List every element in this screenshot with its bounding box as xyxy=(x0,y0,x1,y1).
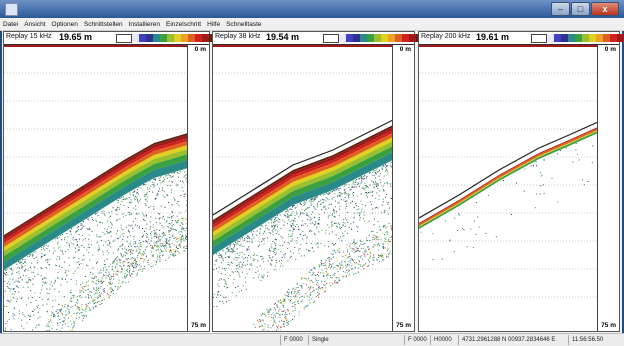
echogram-canvas xyxy=(4,45,188,331)
echogram-canvas xyxy=(213,45,393,331)
color-swatch xyxy=(596,34,603,42)
color-threshold-box xyxy=(531,34,547,43)
depth-readout: 19.61 m xyxy=(476,32,509,42)
depth-scale-bottom: 75 m xyxy=(191,322,206,329)
color-swatch xyxy=(174,34,181,42)
color-swatch xyxy=(402,34,409,42)
depth-scale: 0 m 75 m xyxy=(597,45,619,331)
color-swatch xyxy=(167,34,174,42)
depth-scale: 0 m 75 m xyxy=(187,45,209,331)
color-swatch xyxy=(153,34,160,42)
menu-hilfe[interactable]: Hilfe xyxy=(204,21,223,28)
color-scale xyxy=(547,34,624,42)
echogram-panel-200khz[interactable]: Replay 200 kHz 19.61 m 0 m 75 m xyxy=(418,31,620,332)
menu-schnittstellen[interactable]: Schnittstellen xyxy=(81,21,126,28)
status-mode: Single xyxy=(308,335,329,345)
depth-scale-bottom: 75 m xyxy=(396,322,411,329)
menu-schnelltaste[interactable]: Schnelltaste xyxy=(223,21,264,28)
frequency-label: Replay 38 kHz xyxy=(215,33,261,40)
echogram-panel-15khz[interactable]: Replay 15 kHz 19.65 m 0 m 75 m xyxy=(3,31,210,332)
color-swatch xyxy=(132,34,139,42)
depth-readout: 19.65 m xyxy=(59,32,92,42)
color-swatch xyxy=(568,34,575,42)
color-swatch xyxy=(388,34,395,42)
color-swatch xyxy=(339,34,346,42)
color-swatch xyxy=(582,34,589,42)
close-button[interactable]: x xyxy=(591,2,619,16)
status-field-2: F 0000 xyxy=(404,335,427,345)
color-swatch xyxy=(547,34,554,42)
frequency-label: Replay 15 kHz xyxy=(6,33,52,40)
color-swatch xyxy=(589,34,596,42)
color-swatch xyxy=(575,34,582,42)
color-swatch xyxy=(367,34,374,42)
maximize-button[interactable]: □ xyxy=(571,2,590,16)
menu-optionen[interactable]: Optionen xyxy=(49,21,81,28)
status-position: 4731.2961288 N 00937.2834646 E xyxy=(458,335,555,345)
echogram-canvas xyxy=(419,45,598,331)
echogram-area: Replay 15 kHz 19.65 m 0 m 75 m Replay 38… xyxy=(2,31,622,333)
menu-ansicht[interactable]: Ansicht xyxy=(21,21,48,28)
color-swatch xyxy=(160,34,167,42)
menu-datei[interactable]: Datei xyxy=(0,21,21,28)
color-swatch xyxy=(554,34,561,42)
color-threshold-box xyxy=(323,34,339,43)
color-swatch xyxy=(409,34,416,42)
depth-scale-bottom: 75 m xyxy=(601,322,616,329)
color-swatch xyxy=(374,34,381,42)
color-swatch xyxy=(617,34,624,42)
title-bar: – □ x xyxy=(0,0,624,18)
depth-scale-top: 0 m xyxy=(605,46,616,53)
color-swatch xyxy=(561,34,568,42)
color-swatch xyxy=(395,34,402,42)
color-swatch xyxy=(188,34,195,42)
color-swatch xyxy=(381,34,388,42)
status-field-1: F 0000 xyxy=(280,335,303,345)
color-swatch xyxy=(353,34,360,42)
panel-header: Replay 200 kHz 19.61 m xyxy=(419,32,619,45)
color-swatch xyxy=(360,34,367,42)
minimize-button[interactable]: – xyxy=(551,2,570,16)
panel-header: Replay 38 kHz 19.54 m xyxy=(213,32,414,45)
menu-installieren[interactable]: Installieren xyxy=(126,21,163,28)
color-swatch xyxy=(139,34,146,42)
frequency-label: Replay 200 kHz xyxy=(421,33,470,40)
depth-scale: 0 m 75 m xyxy=(392,45,414,331)
menu-bar: Datei Ansicht Optionen Schnittstellen In… xyxy=(0,18,624,31)
panel-header: Replay 15 kHz 19.65 m xyxy=(4,32,209,45)
color-swatch xyxy=(195,34,202,42)
menu-einzelschritt[interactable]: Einzelschritt xyxy=(163,21,204,28)
color-swatch xyxy=(181,34,188,42)
color-scale xyxy=(132,34,216,42)
status-time: 11:56:56.50 xyxy=(568,335,603,345)
color-scale xyxy=(339,34,423,42)
status-field-3: H0000 xyxy=(430,335,452,345)
window-controls: – □ x xyxy=(551,2,619,15)
app-icon xyxy=(5,3,18,16)
color-swatch xyxy=(346,34,353,42)
color-swatch xyxy=(146,34,153,42)
status-bar: F 0000 Single F 0000 H0000 4731.2961288 … xyxy=(0,333,624,346)
color-swatch xyxy=(610,34,617,42)
depth-scale-top: 0 m xyxy=(195,46,206,53)
depth-readout: 19.54 m xyxy=(266,32,299,42)
color-swatch xyxy=(603,34,610,42)
echogram-panel-38khz[interactable]: Replay 38 kHz 19.54 m 0 m 75 m xyxy=(212,31,415,332)
depth-scale-top: 0 m xyxy=(400,46,411,53)
color-swatch xyxy=(202,34,209,42)
color-threshold-box xyxy=(116,34,132,43)
